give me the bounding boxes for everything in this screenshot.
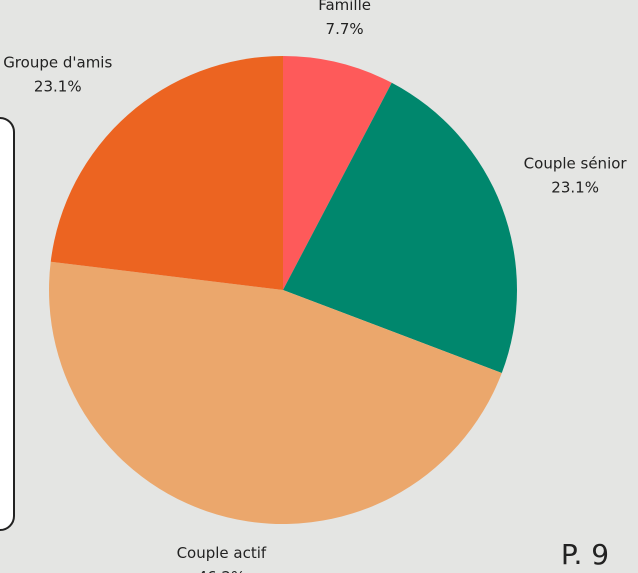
page-number: P. 9 xyxy=(561,538,609,571)
pie-slice xyxy=(50,56,284,290)
slice-value-label: 7.7% xyxy=(326,20,364,38)
slice-value-label: 46.2% xyxy=(198,568,246,573)
slice-label: Couple sénior xyxy=(524,155,628,173)
slice-label: Groupe d'amis xyxy=(3,53,112,71)
slice-value-label: 23.1% xyxy=(34,77,82,95)
slice-label: Famille xyxy=(318,0,371,14)
slice-label: Couple actif xyxy=(177,544,267,562)
pie-slice xyxy=(283,56,392,290)
side-panel xyxy=(0,117,15,531)
slice-value-label: 23.1% xyxy=(551,179,599,197)
pie-slice xyxy=(48,261,502,525)
pie-slice xyxy=(283,82,517,373)
